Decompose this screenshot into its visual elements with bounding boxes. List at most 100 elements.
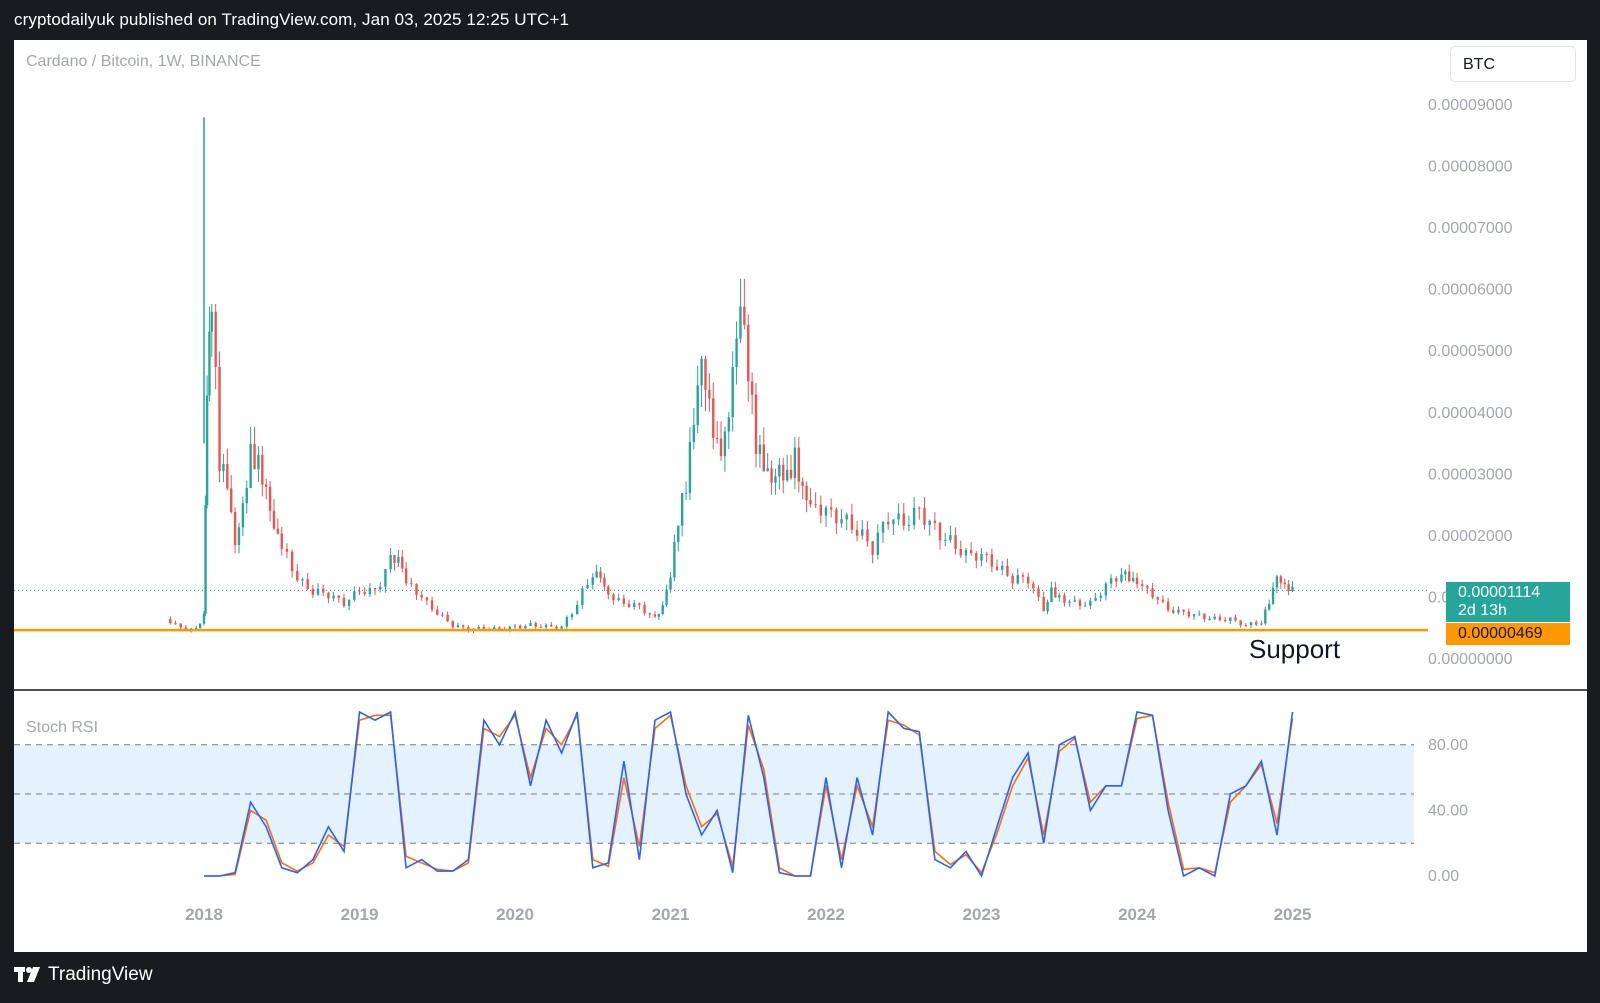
candle-body bbox=[704, 358, 707, 390]
candle-body bbox=[840, 519, 843, 524]
candle-body bbox=[918, 507, 921, 509]
candle-body bbox=[332, 595, 335, 599]
candle-body bbox=[1032, 583, 1035, 589]
support-annotation: Support bbox=[1249, 634, 1341, 664]
candle-body bbox=[430, 600, 434, 610]
candle-body bbox=[938, 522, 942, 541]
candle-body bbox=[544, 624, 548, 628]
candle-body bbox=[539, 626, 543, 628]
footer-brand[interactable]: TradingView bbox=[14, 964, 153, 986]
candle-body bbox=[797, 447, 800, 482]
chart-svg[interactable]: 0.000000000.000010000.000020000.00003000… bbox=[14, 40, 1587, 952]
candle-body bbox=[555, 626, 558, 629]
candle-body bbox=[1078, 600, 1082, 606]
y-tick-label: 0.00005000 bbox=[1428, 343, 1513, 360]
currency-button[interactable]: BTC bbox=[1450, 46, 1576, 82]
candle-body bbox=[949, 535, 952, 540]
candle-body bbox=[731, 367, 734, 418]
candle-body bbox=[1104, 583, 1108, 596]
candle-body bbox=[436, 609, 439, 615]
candle-body bbox=[719, 438, 723, 457]
candle-body bbox=[1124, 571, 1127, 575]
last-price-value: 0.00001114 bbox=[1458, 584, 1541, 601]
candle-body bbox=[969, 550, 973, 554]
candle-body bbox=[1223, 619, 1227, 622]
candle-body bbox=[368, 588, 372, 595]
y-tick-label: 0.00006000 bbox=[1428, 282, 1513, 299]
candle-body bbox=[975, 553, 978, 561]
candle-body bbox=[657, 614, 661, 617]
candle-body bbox=[1203, 613, 1206, 620]
candle-body bbox=[441, 614, 444, 616]
candle-body bbox=[665, 589, 668, 606]
candle-body bbox=[612, 594, 615, 601]
candle-body bbox=[750, 381, 754, 395]
candle-body bbox=[1042, 596, 1045, 612]
candle-body bbox=[1156, 597, 1159, 600]
candle-body bbox=[169, 618, 172, 624]
candle-body bbox=[1135, 577, 1139, 585]
candle-body bbox=[990, 554, 994, 567]
candle-body bbox=[358, 591, 361, 593]
candle-body bbox=[393, 555, 396, 563]
candle-body bbox=[353, 591, 356, 600]
candle-body bbox=[1172, 610, 1175, 613]
candle-body bbox=[964, 550, 968, 556]
x-tick-label: 2020 bbox=[496, 905, 534, 924]
candle-body bbox=[1218, 616, 1222, 620]
x-tick-label: 2019 bbox=[341, 905, 379, 924]
candle-body bbox=[214, 311, 217, 367]
candle-body bbox=[1083, 605, 1087, 607]
candle-body bbox=[739, 306, 742, 339]
candle-body bbox=[327, 592, 330, 599]
candle-body bbox=[785, 469, 789, 481]
candle-body bbox=[1089, 600, 1092, 606]
candle-body bbox=[907, 524, 911, 526]
candle-body bbox=[268, 486, 272, 511]
candle-body bbox=[322, 588, 325, 593]
candle-body bbox=[1140, 584, 1144, 587]
candle-body bbox=[809, 500, 812, 505]
candle-body bbox=[508, 626, 512, 631]
candle-body bbox=[276, 528, 280, 534]
candle-body bbox=[835, 509, 838, 524]
y-tick-label: 0.00007000 bbox=[1428, 220, 1513, 237]
x-tick-label: 2022 bbox=[807, 905, 845, 924]
candle-body bbox=[404, 568, 408, 584]
candle-body bbox=[347, 599, 351, 607]
candle-body bbox=[928, 520, 931, 525]
candle-body bbox=[669, 577, 672, 590]
candle-body bbox=[280, 533, 283, 549]
candle-body bbox=[477, 626, 480, 629]
x-tick-label: 2024 bbox=[1118, 905, 1156, 924]
candle-body bbox=[498, 627, 501, 630]
candle-body bbox=[342, 597, 346, 607]
candle-body bbox=[723, 431, 727, 457]
candle-body bbox=[801, 481, 804, 486]
chart-panel[interactable]: 0.000000000.000010000.000020000.00003000… bbox=[14, 40, 1587, 952]
candle-body bbox=[638, 603, 641, 605]
candle-body bbox=[754, 394, 758, 454]
candle-body bbox=[576, 604, 579, 615]
candle-body bbox=[290, 551, 294, 572]
candle-body bbox=[1291, 586, 1294, 592]
candle-body bbox=[257, 454, 260, 470]
candle-body bbox=[1006, 565, 1009, 576]
candle-body bbox=[959, 549, 962, 556]
x-tick-label: 2018 bbox=[185, 905, 223, 924]
candle-body bbox=[1120, 574, 1123, 582]
candle-body bbox=[420, 594, 423, 598]
candle-body bbox=[871, 541, 874, 555]
candle-body bbox=[944, 539, 947, 541]
candle-body bbox=[205, 395, 209, 506]
candle-body bbox=[1021, 575, 1025, 577]
candle-body bbox=[1264, 609, 1267, 624]
candle-body bbox=[1249, 622, 1253, 626]
candle-body bbox=[980, 553, 983, 561]
candle-body bbox=[1187, 611, 1191, 617]
x-tick-label: 2025 bbox=[1274, 905, 1312, 924]
candle-body bbox=[1255, 622, 1258, 625]
candle-body bbox=[1016, 575, 1019, 584]
candle-body bbox=[265, 484, 268, 487]
candle-body bbox=[237, 527, 241, 546]
